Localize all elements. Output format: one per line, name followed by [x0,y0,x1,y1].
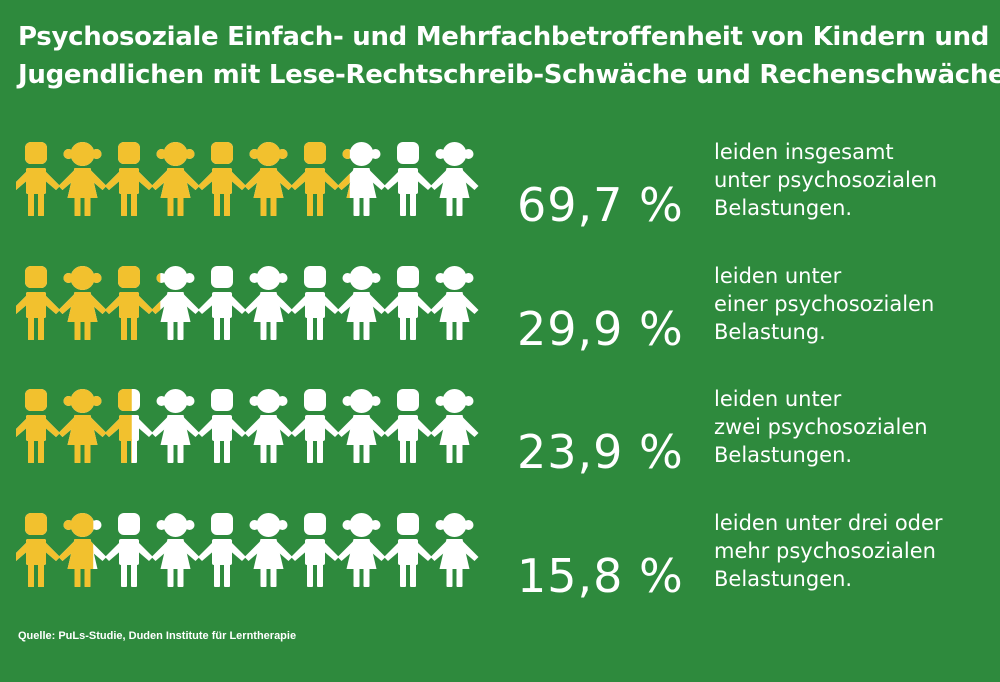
boy-figure-icon [291,266,339,340]
description-line: unter psychosozialen [714,168,938,192]
girl-figure-icon [151,266,200,340]
description-line: einer psychosozialen [714,292,935,316]
girl-figure-icon [337,513,386,587]
boy-figure-icon [198,389,246,463]
figure-group-highlighted [16,142,350,216]
girl-figure-icon [151,513,200,587]
boy-figure-highlight-icon [198,142,246,216]
girl-figure-highlight-icon [244,142,293,216]
girl-figure-highlight-icon [58,513,94,587]
percent-value: 15,8 % [517,549,684,603]
description-line: leiden insgesamt [714,140,894,164]
boy-figure-icon [105,513,153,587]
description-line: Belastung. [714,320,826,344]
stat-row-4: 15,8 % leiden unter drei oder mehr psych… [0,507,1000,617]
boy-figure-highlight-icon [16,266,60,340]
girl-figure-icon [151,389,200,463]
boy-figure-icon [384,513,432,587]
boy-figure-highlight-icon [105,389,132,463]
boy-figure-highlight-icon [16,513,60,587]
girl-figure-icon [244,513,293,587]
girl-figure-icon [337,389,386,463]
description-line: leiden unter [714,264,842,288]
stat-row-1: 69,7 % leiden insgesamt unter psychosozi… [0,136,1000,246]
girl-figure-highlight-icon [337,149,350,198]
children-figures-row-1 [16,142,479,216]
stat-description: leiden unter einer psychosozialen Belast… [714,262,994,346]
stat-description: leiden unter zwei psychosozialen Belastu… [714,385,994,469]
boy-figure-icon [384,142,432,216]
girl-figure-highlight-icon [58,389,107,463]
description-line: leiden unter [714,387,842,411]
page-title: Psychosoziale Einfach- und Mehrfachbetro… [18,18,1000,94]
figure-group-highlighted [16,266,161,340]
boy-figure-icon [384,266,432,340]
girl-figure-icon [244,389,293,463]
description-line: leiden unter drei oder [714,511,943,535]
description-line: Belastungen. [714,443,853,467]
description-line: zwei psychosozialen [714,415,928,439]
boy-figure-icon [198,513,246,587]
figure-group-highlighted [16,389,132,463]
girl-figure-icon [430,389,479,463]
children-figures-row-2 [16,266,479,340]
children-figures-row-4 [16,513,479,587]
figure-group-highlighted [16,513,94,587]
boy-figure-icon [291,513,339,587]
description-line: Belastungen. [714,567,853,591]
girl-figure-highlight-icon [151,273,161,314]
girl-figure-icon [430,142,479,216]
percent-value: 29,9 % [517,302,684,356]
girl-figure-icon [430,266,479,340]
boy-figure-highlight-icon [16,142,60,216]
title-line-1: Psychosoziale Einfach- und Mehrfachbetro… [18,22,990,52]
boy-figure-highlight-icon [291,142,339,216]
children-figures-row-3 [16,389,479,463]
description-line: mehr psychosozialen [714,539,936,563]
percent-value: 69,7 % [517,178,684,232]
girl-figure-highlight-icon [58,266,107,340]
boy-figure-highlight-icon [105,266,153,340]
boy-figure-icon [384,389,432,463]
boy-figure-highlight-icon [105,142,153,216]
girl-figure-highlight-icon [151,142,200,216]
stat-row-2: 29,9 % leiden unter einer psychosozialen… [0,260,1000,370]
stat-description: leiden unter drei oder mehr psychosozial… [714,509,994,593]
girl-figure-icon [244,266,293,340]
boy-figure-highlight-icon [16,389,60,463]
stat-description: leiden insgesamt unter psychosozialen Be… [714,138,994,222]
boy-figure-icon [198,266,246,340]
girl-figure-icon [337,266,386,340]
title-line-2: Jugendlichen mit Lese-Rechtschreib-Schwä… [18,60,1000,90]
boy-figure-icon [291,389,339,463]
percent-value: 23,9 % [517,425,684,479]
girl-figure-highlight-icon [58,142,107,216]
source-note: Quelle: PuLs-Studie, Duden Institute für… [18,630,297,642]
girl-figure-icon [430,513,479,587]
description-line: Belastungen. [714,196,853,220]
stat-row-3: 23,9 % leiden unter zwei psychosozialen … [0,383,1000,493]
